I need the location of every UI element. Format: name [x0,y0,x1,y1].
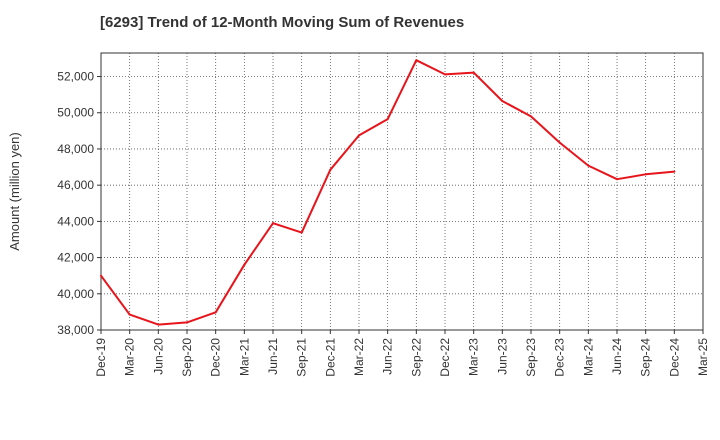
y-tick-label: 44,000 [57,214,94,228]
data-point [472,71,475,74]
y-tick-label: 38,000 [57,323,94,337]
x-tick-label: Jun-21 [266,338,280,375]
y-tick-label: 48,000 [57,142,94,156]
x-tick-label: Dec-21 [323,338,337,377]
data-point [673,170,676,173]
data-point [358,134,360,137]
data-point [300,231,303,234]
data-point [616,178,618,181]
x-tick-label: Jun-23 [495,338,509,375]
y-tick-label: 40,000 [57,287,94,301]
data-point [587,164,590,167]
x-tick-label: Mar-21 [237,338,251,376]
y-tick-label: 42,000 [57,251,94,265]
data-point [272,222,274,225]
x-tick-label: Dec-23 [553,338,567,377]
x-tick-label: Sep-20 [180,338,194,377]
series-layer [100,59,676,326]
data-point [128,313,131,316]
data-point [415,59,418,62]
x-tick-label: Mar-20 [123,338,137,376]
data-point [644,173,647,176]
data-point [444,73,446,76]
x-tick-label: Dec-24 [667,338,681,377]
data-point [558,141,561,144]
data-point [157,323,160,326]
x-tick-label: Sep-21 [295,338,309,377]
y-tick-label: 46,000 [57,178,94,192]
x-axis: Dec-19 Mar-20 Jun-20 Sep-20 Dec-20 Mar-21 Jun-… [94,330,710,377]
x-tick-label: Mar-23 [467,338,481,376]
x-tick-label: Dec-20 [209,338,223,377]
y-axis-title: Amount (million yen) [7,132,22,251]
data-point [100,274,102,277]
x-tick-label: Sep-23 [524,338,538,377]
x-tick-label: Mar-24 [581,338,595,376]
data-point [530,115,532,118]
data-point [386,118,389,121]
grid-layer [101,53,703,331]
y-tick-label: 52,000 [57,70,94,84]
x-tick-label: Sep-24 [639,338,653,377]
data-point [501,99,504,102]
x-tick-label: Mar-25 [696,338,710,376]
chart-title: [6293] Trend of 12-Month Moving Sum of R… [100,14,465,31]
x-tick-label: Dec-22 [438,338,452,377]
y-tick-label: 50,000 [57,106,94,120]
x-tick-label: Dec-19 [94,338,108,377]
data-point [243,263,246,266]
data-point [214,311,217,314]
x-tick-label: Mar-22 [352,338,366,376]
x-tick-label: Jun-20 [151,338,165,375]
data-point [186,321,188,324]
y-axis: 38,000 40,000 42,000 44,000 46,000 48,000 50,0… [57,70,101,337]
plot-frame [100,52,704,331]
x-tick-label: Jun-24 [610,338,624,375]
x-tick-label: Sep-22 [409,338,423,377]
x-tick-label: Jun-22 [381,338,395,375]
data-point [329,168,332,171]
